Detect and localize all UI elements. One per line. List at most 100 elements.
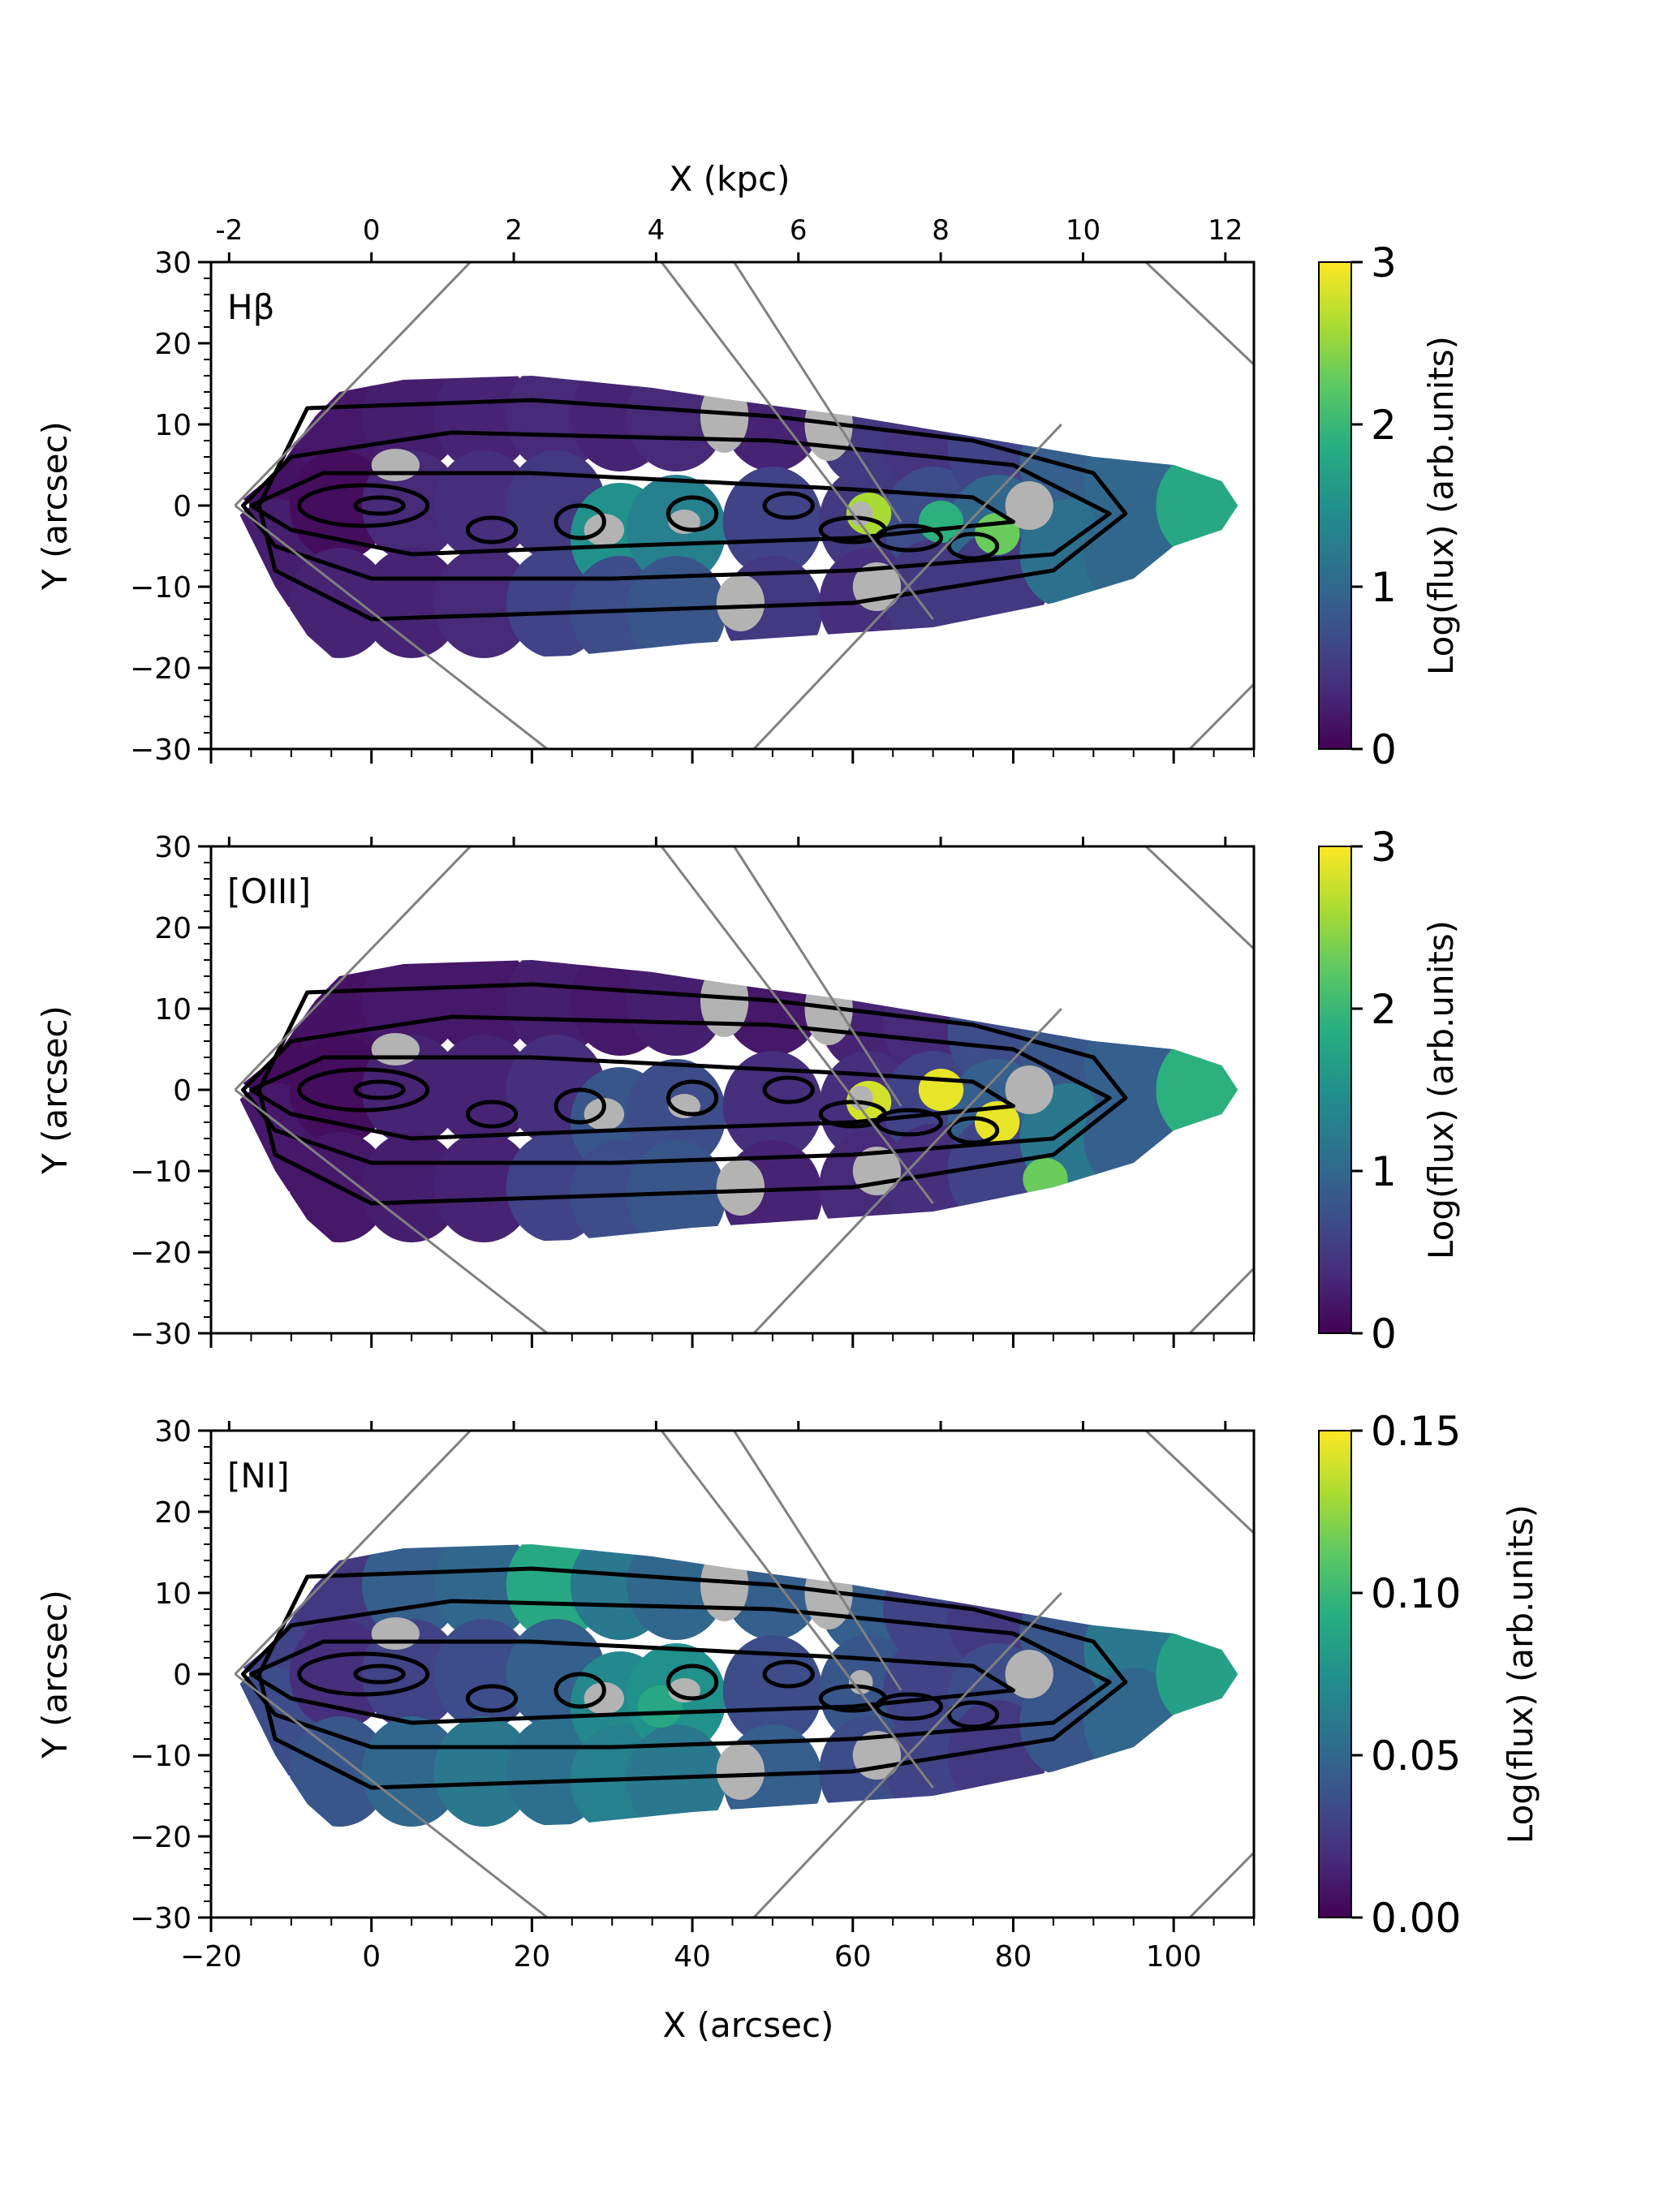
contour-line [256,1566,1128,1790]
y-tick-label: 20 [154,1496,192,1530]
colorbar-label: Log(flux) (arb.units) [1501,1504,1540,1844]
y-tick-label: −20 [130,652,192,686]
contour-line [241,1599,1112,1750]
contour-line [248,471,1015,557]
footprint-edge [1187,682,1254,749]
flux-bin [361,1716,462,1827]
panel-label: Hβ [227,287,274,327]
contour-line [353,1664,406,1685]
y-tick-label: 0 [173,490,192,523]
footprint-edge [234,1431,472,1676]
y-tick-label: 10 [154,409,192,442]
flux-bin [433,450,534,561]
y-tick-label: 0 [173,1074,192,1108]
colorbar: 3 2 1 0 Log(flux) (arb.units) [1318,824,1461,1358]
colorbar-tick-label: 2 [1371,402,1397,449]
contour-line [666,1664,719,1701]
contour-line [666,495,719,532]
contour-line [241,1014,1112,1165]
kpc-tick-label: 12 [1208,214,1243,247]
footprint-edge [752,1591,1062,1918]
contour-line [241,430,1112,581]
x-tick-label: 20 [513,1940,550,1974]
flux-bin [361,1132,462,1242]
kpc-tick-label: 6 [790,214,808,247]
field-footprint [234,262,1254,749]
flux-bin [433,1716,534,1827]
flux-hotspot [975,1101,1020,1143]
x-tick-label: 100 [1146,1940,1202,1974]
masked-region [1005,481,1053,530]
y-axis-label: Y (arcsec) [35,421,75,591]
y-tick-label: −10 [130,571,192,605]
footprint-edge [732,262,902,523]
contour-line [465,1684,519,1713]
contours [241,1566,1128,1790]
contour-line [762,1659,815,1689]
contour-line [874,1108,944,1137]
flux-hotspot [918,501,964,543]
flux-bin [1156,1619,1238,1729]
contour-line [353,495,406,516]
x-tick-label: −20 [180,1940,242,1974]
y-tick-label: 30 [154,1415,192,1448]
flux-bin [433,1619,534,1729]
footprint-edge [752,423,1062,749]
x-tick-label: 60 [834,1940,872,1974]
contour-line [946,1700,1000,1729]
contour-line [946,532,1000,561]
contour-line [465,515,519,545]
footprint-edge [1144,846,1254,951]
colorbar-gradient [1318,846,1352,1334]
footprint-edge [1187,1850,1254,1918]
masked-region [584,514,625,546]
colorbar-label: Log(flux) (arb.units) [1421,336,1461,675]
contour-line [762,491,815,520]
colorbar-label: Log(flux) (arb.units) [1421,920,1461,1259]
contour-line [554,1087,606,1125]
y-axis-label: Y (arcsec) [35,1005,75,1175]
flux-bin [361,548,462,658]
flux-bin [627,1140,726,1248]
colorbar-tick-label: 3 [1371,824,1397,871]
x-axis-label: X (arcsec) [663,2005,834,2045]
footprint-edge [732,1431,902,1691]
y-tick-label: 30 [154,831,192,864]
contour-line [874,1692,944,1721]
footprint-edge [732,846,902,1107]
colorbar-tick-label: 0.00 [1371,1895,1461,1942]
contour-line [248,1055,1015,1141]
kpc-tick-label: 4 [648,214,666,247]
footprint-edge [752,1007,1062,1333]
footprint-edge [660,262,934,620]
contour-line [762,1075,815,1104]
y-tick-label: −10 [130,1156,192,1189]
footprint-edge [234,262,472,507]
footprint-edge [660,846,934,1204]
y-tick-label: 10 [154,993,192,1027]
y-tick-label: −20 [130,1237,192,1270]
panel-label: [OIII] [227,872,311,911]
footprint-edge [660,1431,934,1789]
contour-line [874,523,944,553]
kpc-tick-label: -2 [215,214,243,247]
kpc-tick-label: 0 [363,214,381,247]
masked-region [371,1617,420,1650]
y-tick-label: 30 [154,247,192,280]
contours [241,982,1128,1206]
footprint-edge [1144,1431,1254,1535]
footprint-edge [1144,262,1254,367]
contour-line [297,1067,430,1113]
masked-region [584,1682,625,1715]
flux-bin [627,556,726,664]
contour-line [946,1116,1000,1145]
y-axis-label: Y (arcsec) [35,1590,75,1759]
x-tick-label: 80 [995,1940,1032,1974]
footprint-edge [234,1088,549,1333]
contour-line [554,503,606,540]
colorbar-gradient [1318,1430,1352,1918]
flux-bin [1156,450,1238,561]
y-tick-label: 0 [173,1659,192,1692]
